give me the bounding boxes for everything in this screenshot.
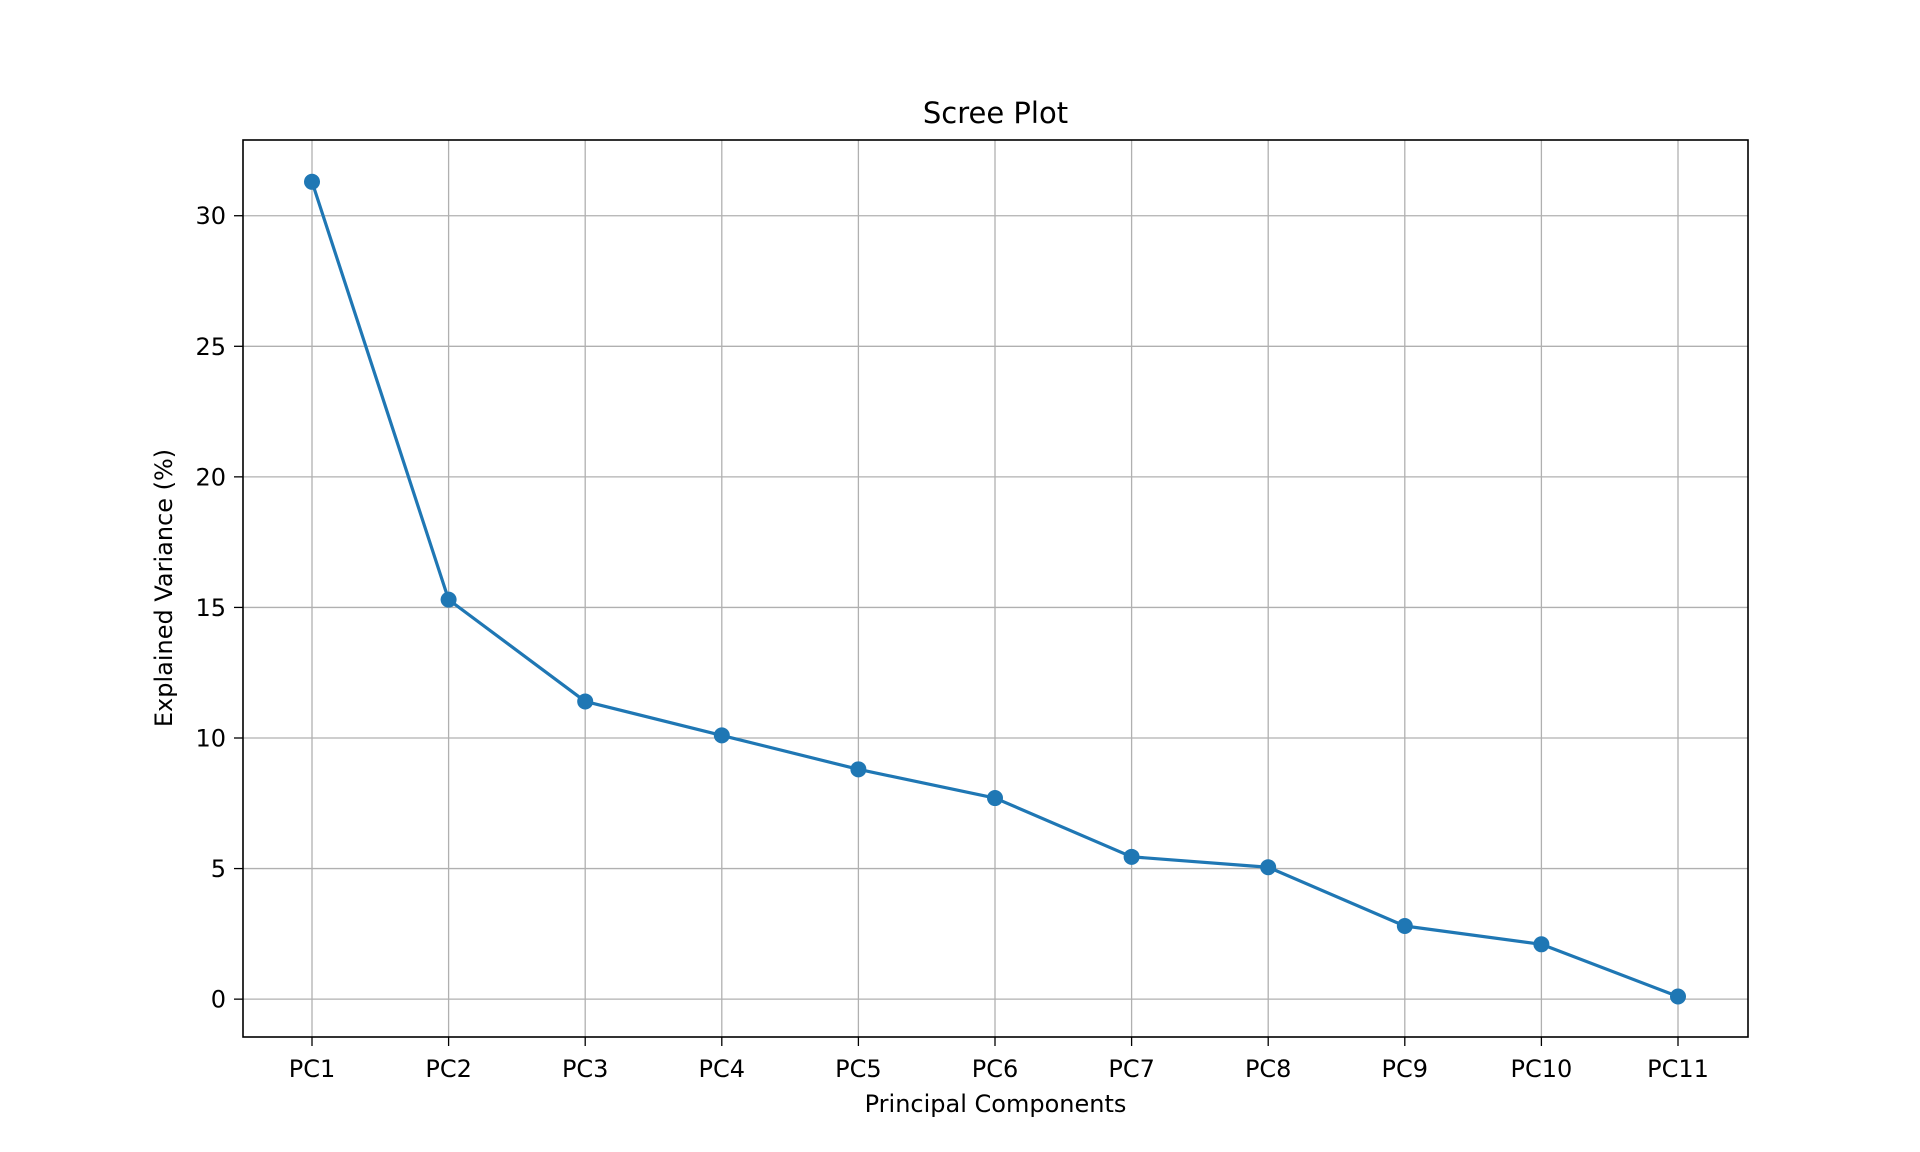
data-point-pc10 bbox=[1533, 936, 1550, 953]
x-tick-label: PC3 bbox=[562, 1055, 609, 1083]
x-tick-label: PC1 bbox=[289, 1055, 336, 1083]
data-point-pc1 bbox=[304, 173, 320, 190]
y-tick-label: 25 bbox=[195, 333, 226, 361]
x-axis-label: Principal Components bbox=[865, 1090, 1127, 1118]
data-point-pc5 bbox=[850, 761, 867, 778]
x-tick-label: PC8 bbox=[1245, 1055, 1292, 1083]
y-tick-label: 5 bbox=[211, 855, 226, 883]
data-point-pc2 bbox=[440, 591, 457, 608]
data-point-pc9 bbox=[1396, 918, 1413, 935]
data-point-pc4 bbox=[713, 727, 730, 744]
x-tick-label: PC4 bbox=[699, 1055, 746, 1083]
y-tick-label: 30 bbox=[195, 202, 226, 230]
y-axis-label: Explained Variance (%) bbox=[150, 449, 178, 727]
y-tick-label: 0 bbox=[211, 986, 226, 1014]
y-tick-label: 15 bbox=[195, 594, 226, 622]
x-axis-ticks: PC1 PC2 PC3 PC4 PC5 PC6 PC7 PC8 PC9 PC10 PC11 bbox=[289, 1037, 1709, 1083]
data-point-pc11 bbox=[1670, 988, 1686, 1005]
data-point-pc7 bbox=[1123, 848, 1140, 865]
y-tick-label: 10 bbox=[195, 725, 226, 753]
data-point-pc8 bbox=[1260, 859, 1277, 876]
x-tick-label: PC5 bbox=[835, 1055, 882, 1083]
x-tick-label: PC6 bbox=[972, 1055, 1019, 1083]
x-tick-label: PC2 bbox=[425, 1055, 472, 1083]
y-tick-label: 20 bbox=[195, 463, 226, 491]
x-tick-label: PC11 bbox=[1647, 1055, 1709, 1083]
data-point-pc6 bbox=[987, 790, 1003, 807]
x-tick-label: PC7 bbox=[1108, 1055, 1155, 1083]
grid-lines bbox=[243, 140, 1748, 1037]
x-tick-label: PC10 bbox=[1511, 1055, 1573, 1083]
x-tick-label: PC9 bbox=[1382, 1055, 1429, 1083]
series-group bbox=[304, 173, 1686, 1005]
data-point-pc3 bbox=[577, 693, 594, 710]
chart-title: Scree Plot bbox=[923, 96, 1068, 130]
y-axis-ticks: 0 5 10 15 20 25 30 bbox=[195, 202, 243, 1014]
